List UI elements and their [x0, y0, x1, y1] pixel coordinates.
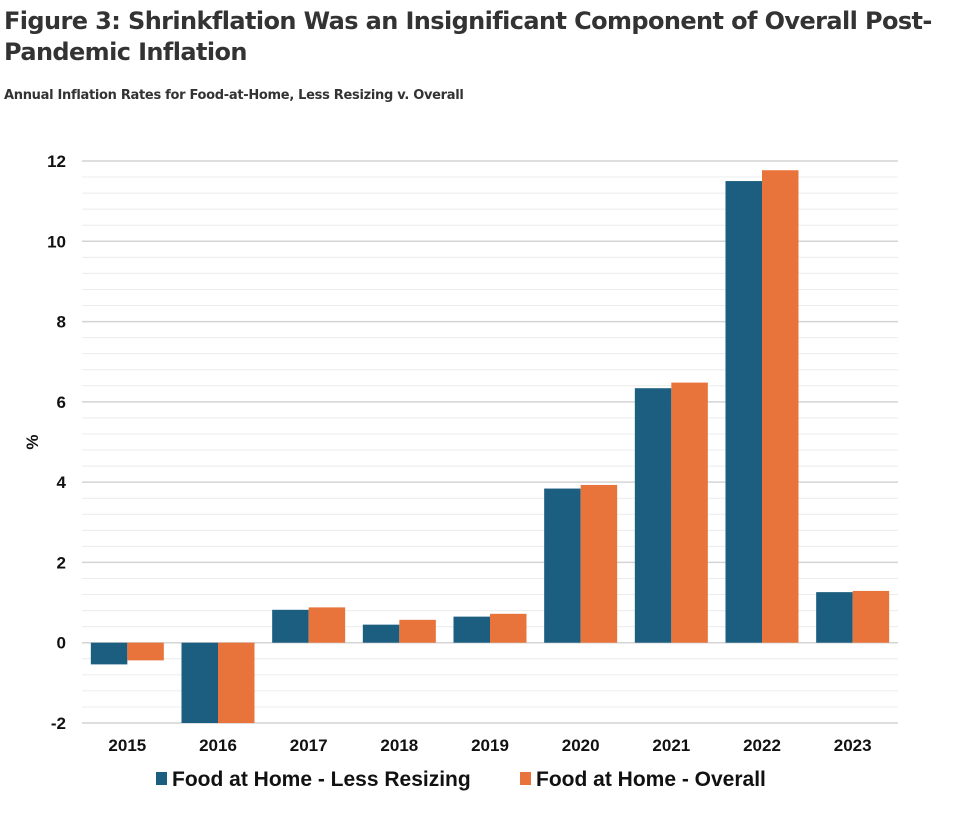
bar-overall-2017	[308, 607, 346, 643]
bars	[90, 170, 890, 723]
bar-overall-2020	[580, 484, 618, 643]
chart-subtitle: Annual Inflation Rates for Food-at-Home,…	[4, 88, 464, 103]
bar-less-resizing-2020	[544, 488, 581, 643]
x-tick-label: 2015	[108, 736, 146, 755]
bar-less-resizing-2023	[816, 592, 853, 643]
bar-less-resizing-2021	[634, 388, 672, 643]
y-tick-label: 10	[47, 232, 66, 251]
y-axis-ticks: -2 0 2 4 6 8 10 12	[47, 152, 66, 733]
x-tick-label: 2020	[562, 736, 600, 755]
x-tick-label: 2023	[834, 736, 872, 755]
x-tick-label: 2016	[199, 736, 237, 755]
x-tick-label: 2022	[743, 736, 781, 755]
bar-less-resizing-2018	[362, 624, 400, 643]
legend-swatch	[156, 772, 167, 785]
x-tick-label: 2017	[290, 736, 328, 755]
y-tick-label: 8	[57, 313, 66, 332]
y-tick-label: 0	[57, 634, 66, 653]
bar-less-resizing-2022	[725, 181, 762, 643]
bar-less-resizing-2016	[181, 642, 218, 723]
legend: Food at Home - Less Resizing Food at Home…	[156, 768, 766, 791]
x-tick-label: 2019	[471, 736, 509, 755]
y-axis-label: %	[23, 434, 42, 449]
x-axis-ticks: 2015 2016 2017 2018 2019 2020 2021 2022 2023	[108, 736, 871, 755]
bar-overall-2018	[399, 619, 436, 643]
y-tick-label: -2	[51, 714, 66, 733]
chart-title: Figure 3: Shrinkflation Was an Insignifi…	[4, 7, 932, 66]
legend-swatch	[520, 772, 531, 785]
x-tick-label: 2018	[380, 736, 418, 755]
bar-less-resizing-2015	[90, 642, 128, 665]
bar-overall-2015	[127, 642, 164, 661]
y-tick-label: 12	[47, 152, 66, 171]
y-tick-label: 6	[57, 393, 66, 412]
legend-label: Food at Home - Less Resizing	[172, 768, 471, 791]
bar-overall-2022	[762, 170, 799, 643]
x-tick-label: 2021	[652, 736, 690, 755]
bar-overall-2019	[490, 613, 527, 643]
y-tick-label: 4	[57, 473, 67, 492]
bar-overall-2021	[671, 382, 708, 643]
legend-label: Food at Home - Overall	[536, 768, 766, 791]
bar-overall-2023	[852, 590, 890, 643]
bar-less-resizing-2019	[453, 616, 490, 643]
bar-less-resizing-2017	[272, 609, 309, 643]
bar-overall-2016	[218, 642, 255, 723]
y-tick-label: 2	[57, 553, 66, 572]
